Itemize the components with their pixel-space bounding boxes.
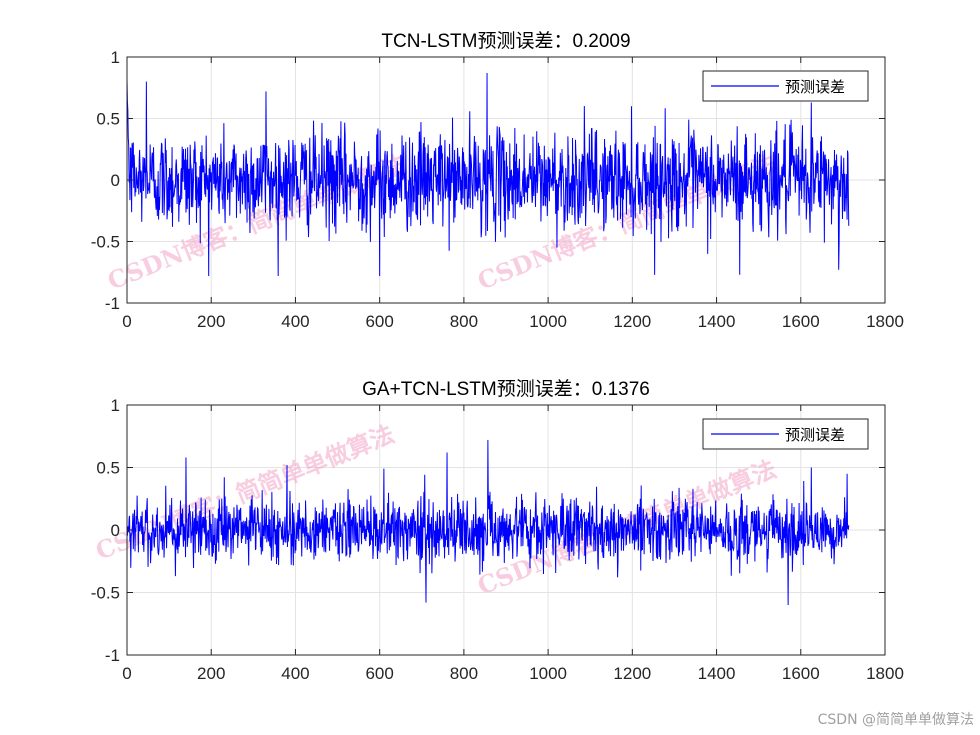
y-tick-label: -1 <box>105 646 120 665</box>
ticks-top: 0 200 400 600 800 1000 1200 1400 1600 1800 -1 -0.5 0… <box>91 48 904 331</box>
legend-label: 预测误差 <box>785 78 845 96</box>
y-tick-label: -1 <box>105 294 120 313</box>
y-tick-label: -0.5 <box>91 584 120 603</box>
x-tick-label: 1400 <box>698 312 736 331</box>
chart-title-bottom: GA+TCN-LSTM预测误差：0.1376 <box>362 378 650 400</box>
axes-top: CSDN博客：简简单单做算法 CSDN博客：简简单单做算法 0 200 400 600… <box>91 30 904 331</box>
x-tick-label: 800 <box>450 664 478 683</box>
legend-label: 预测误差 <box>785 426 845 444</box>
x-tick-label: 200 <box>197 312 225 331</box>
chart-title-top: TCN-LSTM预测误差：0.2009 <box>381 30 630 52</box>
x-tick-label: 1200 <box>613 664 651 683</box>
series-line-top <box>126 72 850 276</box>
y-tick-label: 0.5 <box>96 110 120 129</box>
x-tick-label: 600 <box>365 664 393 683</box>
x-tick-label: 1600 <box>782 312 820 331</box>
y-tick-label: 0 <box>111 171 120 190</box>
x-tick-label: 1200 <box>613 312 651 331</box>
x-tick-label: 1000 <box>529 664 567 683</box>
legend-top: 预测误差 <box>702 70 869 102</box>
ticks-bottom: 0 200 400 600 800 1000 1200 1400 1600 1800 -1 -0.5 0… <box>91 396 904 683</box>
y-tick-label: 1 <box>111 48 120 67</box>
series-line-bottom <box>126 439 850 606</box>
y-tick-label: 0.5 <box>96 459 120 478</box>
x-tick-label: 800 <box>450 312 478 331</box>
x-tick-label: 600 <box>365 312 393 331</box>
x-tick-label: 0 <box>122 664 131 683</box>
x-tick-label: 1600 <box>782 664 820 683</box>
y-tick-label: 0 <box>111 521 120 540</box>
x-tick-label: 1800 <box>866 664 904 683</box>
y-tick-label: 1 <box>111 396 120 415</box>
footer-credit: CSDN @简简单单做算法 <box>817 712 974 728</box>
x-tick-label: 1800 <box>866 312 904 331</box>
x-tick-label: 400 <box>281 664 309 683</box>
axes-bottom: CSDN博客：简简单单做算法 CSDN博客：简简单单做算法 0 200 400 600… <box>91 378 904 683</box>
legend-bottom: 预测误差 <box>702 418 869 450</box>
x-tick-label: 200 <box>197 664 225 683</box>
x-tick-label: 1400 <box>698 664 736 683</box>
x-tick-label: 1000 <box>529 312 567 331</box>
y-tick-label: -0.5 <box>91 233 120 252</box>
x-tick-label: 0 <box>122 312 131 331</box>
x-tick-label: 400 <box>281 312 309 331</box>
